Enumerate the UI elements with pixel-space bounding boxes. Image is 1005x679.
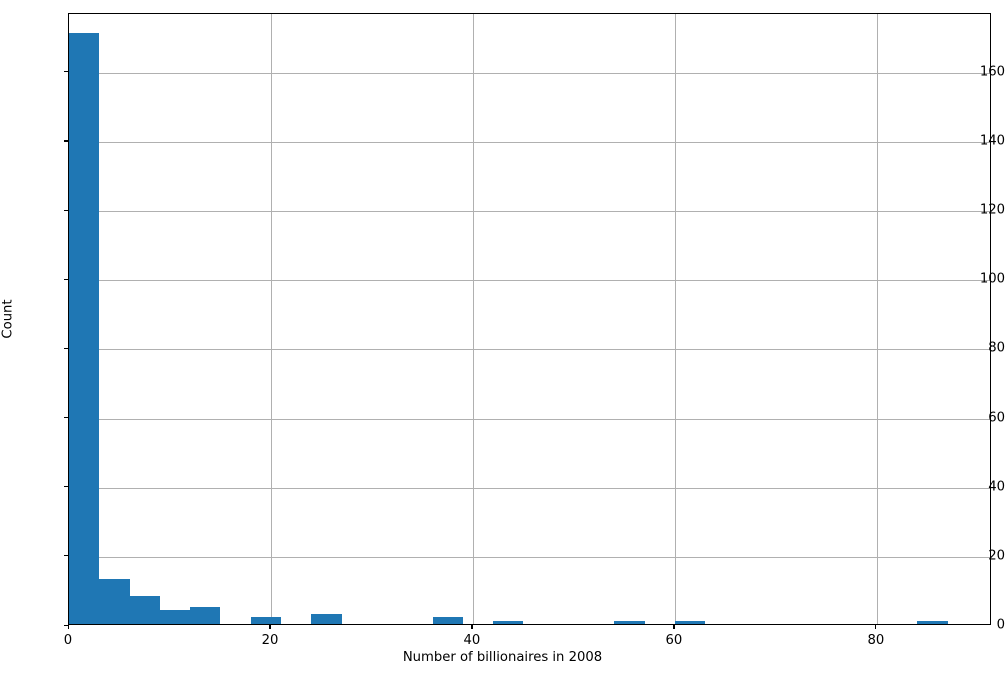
x-tick-label-0: 0 — [63, 633, 73, 648]
y-axis-label: Count — [0, 299, 16, 339]
histogram-bar — [917, 620, 948, 624]
histogram-bar — [99, 579, 130, 624]
y-tick-label-160: 160 — [979, 64, 1005, 80]
gridline-y-140 — [69, 141, 990, 143]
y-tick-label-100: 100 — [979, 271, 1005, 287]
histogram-bar — [614, 620, 645, 624]
histogram-bar — [159, 610, 191, 624]
gridline-x-80 — [876, 14, 878, 624]
y-tick-label-60: 60 — [988, 410, 1005, 426]
histogram-bar — [129, 596, 160, 624]
gridline-y-100 — [69, 280, 990, 282]
gridline-x-60 — [674, 14, 676, 624]
x-tick-label-80: 80 — [867, 633, 885, 648]
y-tick-mark — [64, 486, 68, 488]
histogram-bar — [250, 617, 282, 624]
histogram-bar — [311, 613, 342, 624]
x-tick-mark — [471, 625, 473, 629]
gridline-y-120 — [69, 211, 990, 213]
x-tick-mark — [269, 625, 271, 629]
x-tick-mark — [875, 625, 877, 629]
y-tick-label-140: 140 — [979, 133, 1005, 149]
histogram-bar — [432, 617, 463, 624]
y-tick-mark — [64, 347, 68, 349]
y-tick-label-20: 20 — [988, 548, 1005, 564]
y-tick-mark — [64, 624, 68, 626]
x-tick-label-40: 40 — [463, 633, 481, 648]
histogram-bar — [69, 32, 100, 624]
y-tick-mark — [64, 140, 68, 142]
gridline-y-40 — [69, 487, 990, 489]
x-axis-label: Number of billionaires in 2008 — [402, 650, 603, 665]
y-tick-mark — [64, 555, 68, 557]
x-tick-mark — [67, 625, 69, 629]
histogram-bar — [674, 620, 706, 624]
plot-area — [68, 13, 991, 625]
gridline-y-80 — [69, 349, 990, 351]
y-tick-mark — [64, 71, 68, 73]
gridline-y-160 — [69, 72, 990, 74]
x-tick-label-60: 60 — [665, 633, 683, 648]
y-tick-mark — [64, 209, 68, 211]
gridline-y-20 — [69, 556, 990, 558]
gridline-y-60 — [69, 418, 990, 420]
y-tick-label-80: 80 — [988, 340, 1005, 356]
y-tick-label-120: 120 — [979, 202, 1005, 218]
y-tick-mark — [64, 417, 68, 419]
gridline-x-20 — [270, 14, 272, 624]
y-tick-label-40: 40 — [988, 479, 1005, 495]
y-tick-label-0: 0 — [996, 617, 1005, 633]
histogram-bar — [190, 606, 221, 624]
x-tick-mark — [673, 625, 675, 629]
gridline-x-40 — [472, 14, 474, 624]
x-tick-label-20: 20 — [261, 633, 279, 648]
histogram-bar — [493, 620, 524, 624]
y-tick-mark — [64, 278, 68, 280]
